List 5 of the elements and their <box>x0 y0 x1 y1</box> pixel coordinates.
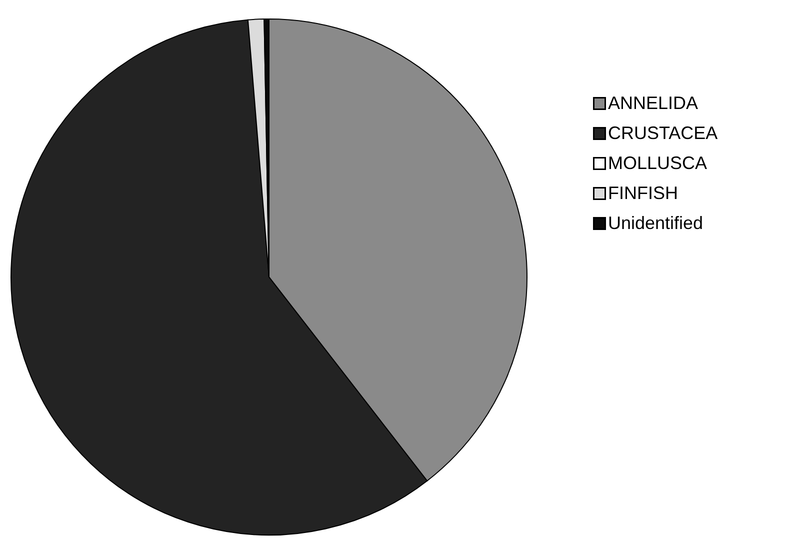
legend-label: MOLLUSCA <box>608 152 708 174</box>
legend-label: CRUSTACEA <box>608 122 718 144</box>
legend-label: ANNELIDA <box>608 92 698 114</box>
legend-label: FINFISH <box>608 182 678 204</box>
legend-label: Unidentified <box>608 212 704 234</box>
